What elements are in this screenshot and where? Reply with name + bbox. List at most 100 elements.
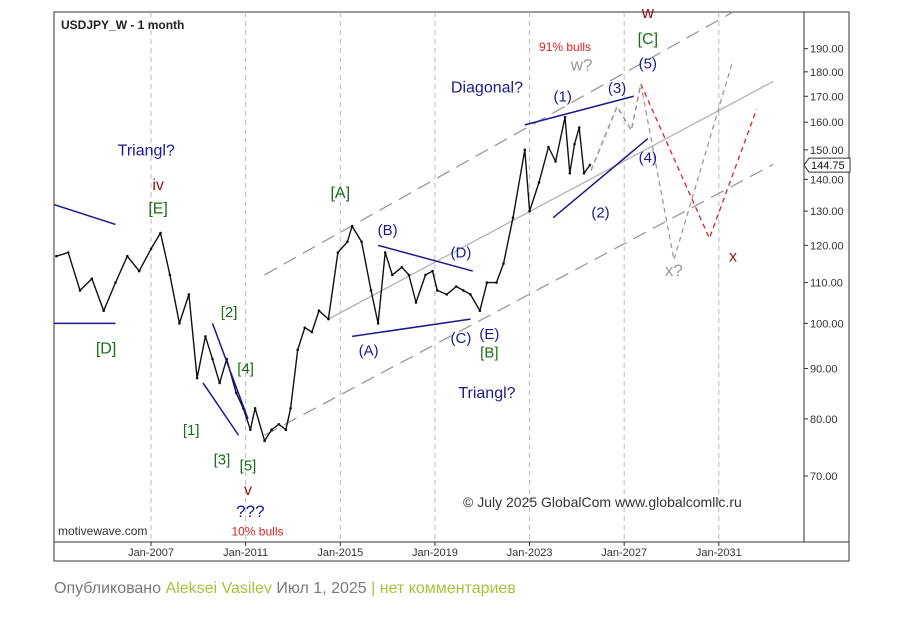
price-point bbox=[234, 391, 238, 395]
price-point bbox=[407, 273, 411, 277]
price-point bbox=[588, 163, 592, 167]
wave-label: [1] bbox=[183, 422, 200, 439]
price-point bbox=[336, 251, 340, 254]
wave-label: ??? bbox=[236, 502, 264, 521]
price-point bbox=[159, 231, 162, 235]
price-point bbox=[528, 209, 531, 213]
wave-label: [C] bbox=[638, 31, 658, 48]
x-tick-label: Jan-2007 bbox=[128, 547, 174, 559]
price-point bbox=[563, 115, 567, 119]
price-point bbox=[195, 376, 199, 380]
trend-line bbox=[54, 203, 116, 226]
price-point bbox=[102, 309, 105, 313]
wave-label: [4] bbox=[237, 360, 254, 377]
wave-label: w bbox=[641, 3, 655, 22]
price-point bbox=[350, 224, 354, 228]
price-point bbox=[485, 281, 489, 284]
y-tick-label: 160.00 bbox=[810, 117, 844, 129]
wave-label: x bbox=[729, 249, 737, 266]
price-point bbox=[414, 301, 418, 304]
y-tick-label: 80.00 bbox=[810, 414, 838, 426]
price-point bbox=[360, 240, 363, 244]
axes: Jan-2007 Jan-2011 Jan-2015 Jan-2019 Jan-2023… bbox=[128, 44, 851, 559]
wave-label: (A) bbox=[359, 342, 379, 359]
y-tick-label: 170.00 bbox=[810, 91, 844, 103]
price-point bbox=[303, 326, 307, 329]
trend-line bbox=[377, 244, 473, 272]
footer-separator: | bbox=[371, 580, 376, 597]
published-prefix: Опубликовано bbox=[54, 580, 162, 597]
wave-label: [D] bbox=[96, 341, 116, 358]
x-tick-label: Jan-2019 bbox=[412, 547, 458, 559]
author-link[interactable]: Aleksei Vasilev bbox=[165, 580, 272, 597]
price-point bbox=[369, 289, 373, 292]
y-tick-label: 90.00 bbox=[810, 363, 838, 375]
y-tick-label: 100.00 bbox=[810, 318, 844, 330]
price-point bbox=[435, 289, 439, 292]
y-tick-label: 120.00 bbox=[810, 240, 844, 252]
price-point bbox=[126, 254, 129, 258]
wave-label: [3] bbox=[214, 452, 231, 469]
price-point bbox=[391, 273, 394, 277]
price-point bbox=[554, 160, 557, 163]
price-point bbox=[462, 289, 465, 292]
price-series-line bbox=[56, 116, 591, 442]
price-point bbox=[249, 428, 252, 432]
price-point bbox=[511, 216, 515, 220]
price-point bbox=[277, 422, 281, 426]
wave-label: (2) bbox=[591, 205, 609, 222]
forecast-path bbox=[590, 59, 734, 261]
y-tick-label: 190.00 bbox=[810, 44, 844, 56]
trend-line bbox=[211, 323, 249, 420]
wave-label: [2] bbox=[221, 304, 238, 321]
wave-label: Triangl? bbox=[118, 143, 175, 160]
price-point bbox=[178, 322, 181, 325]
price-point bbox=[289, 407, 292, 410]
wave-label: x? bbox=[665, 261, 683, 280]
price-point bbox=[296, 348, 299, 352]
channel-line bbox=[328, 80, 774, 320]
price-point bbox=[376, 322, 380, 325]
price-point bbox=[424, 273, 427, 277]
price-point bbox=[582, 172, 586, 175]
price-point bbox=[55, 254, 58, 258]
price-point bbox=[114, 281, 117, 284]
price-point bbox=[204, 335, 207, 338]
price-point bbox=[317, 309, 321, 313]
x-tick-label: Jan-2027 bbox=[601, 547, 647, 559]
x-tick-label: Jan-2031 bbox=[696, 547, 742, 559]
price-point bbox=[478, 309, 482, 313]
trend-line bbox=[351, 318, 471, 338]
watermark: motivewave.com bbox=[58, 524, 147, 538]
trend-line bbox=[202, 382, 240, 436]
wave-label: [A] bbox=[330, 185, 350, 202]
y-tick-label: 110.00 bbox=[810, 278, 843, 290]
wave-label: Triangl? bbox=[458, 385, 515, 402]
grid bbox=[150, 12, 720, 542]
y-tick-label: 70.00 bbox=[810, 471, 838, 483]
price-point bbox=[523, 148, 527, 152]
price-point bbox=[502, 262, 505, 265]
comments-link[interactable]: нет комментариев bbox=[379, 580, 516, 597]
price-point bbox=[573, 142, 576, 146]
last-price-label: 144.75 bbox=[811, 160, 845, 172]
wave-label: (4) bbox=[639, 150, 657, 167]
price-point bbox=[137, 269, 141, 273]
price-point bbox=[168, 273, 172, 277]
price-point bbox=[568, 172, 572, 175]
x-tick-label: Jan-2011 bbox=[223, 547, 268, 559]
wave-label: 91% bulls bbox=[539, 40, 591, 54]
wave-labels: Triangl? iv [E] [D] [2] [4] [1] [3] [5] v??? 10% b… bbox=[96, 3, 737, 538]
price-point bbox=[284, 428, 288, 432]
wave-label: (E) bbox=[479, 326, 499, 343]
y-tick-label: 140.00 bbox=[810, 174, 844, 186]
usdjpy-monthly-chart: Jan-2007 Jan-2011 Jan-2015 Jan-2019 Jan-2023… bbox=[53, 3, 851, 562]
wave-label: [B] bbox=[480, 345, 498, 362]
channel-line bbox=[264, 12, 734, 276]
wave-label: Diagonal? bbox=[451, 80, 523, 97]
channel-line bbox=[264, 163, 774, 436]
plot-area bbox=[54, 12, 774, 443]
wave-label: (3) bbox=[608, 80, 626, 97]
wave-label: (B) bbox=[378, 222, 398, 239]
y-tick-label: 180.00 bbox=[810, 67, 844, 79]
